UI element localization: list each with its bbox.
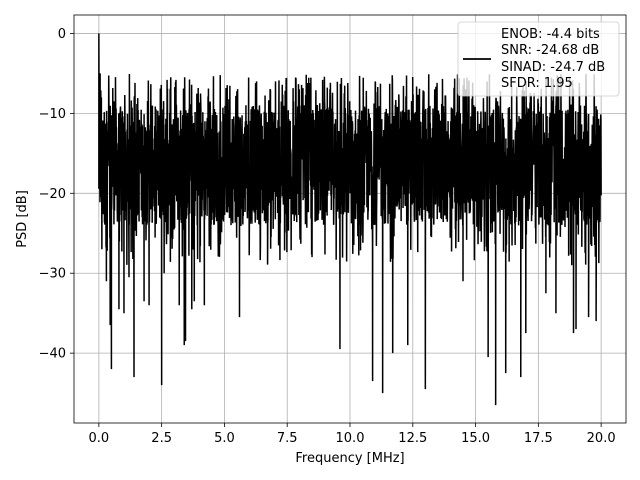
psd-series-line bbox=[98, 33, 602, 406]
y-tick-label: −40 bbox=[39, 347, 66, 362]
y-tick-label: −30 bbox=[39, 267, 66, 282]
y-tick-label: 0 bbox=[58, 27, 66, 42]
y-tick-label: −20 bbox=[39, 187, 66, 202]
x-tick-label: 20.0 bbox=[587, 431, 616, 446]
x-tick-label: 15.0 bbox=[461, 431, 490, 446]
legend-text-sinad: SINAD: -24.7 dB bbox=[501, 60, 605, 75]
y-axis-label: PSD [dB] bbox=[15, 190, 30, 248]
legend-box bbox=[457, 21, 620, 97]
legend: ENOB: -4.4 bits SNR: -24.68 dB SINAD: -2… bbox=[457, 21, 620, 97]
x-tick-label: 10.0 bbox=[336, 431, 365, 446]
ticks-layer: 0.0 2.5 5.0 7.5 10.0 12.5 15.0 17.5 20.0 0 −10 −20 −… bbox=[39, 27, 616, 446]
x-tick-label: 0.0 bbox=[89, 431, 110, 446]
legend-text-snr: SNR: -24.68 dB bbox=[501, 43, 599, 58]
x-tick-label: 17.5 bbox=[524, 431, 553, 446]
data-layer bbox=[98, 33, 602, 406]
legend-text-enob: ENOB: -4.4 bits bbox=[501, 27, 600, 42]
y-tick-label: −10 bbox=[39, 107, 66, 122]
x-tick-label: 12.5 bbox=[398, 431, 427, 446]
x-tick-label: 7.5 bbox=[277, 431, 298, 446]
x-axis-label: Frequency [MHz] bbox=[295, 451, 404, 466]
legend-text-sfdr: SFDR: 1.95 bbox=[501, 76, 573, 91]
x-tick-label: 5.0 bbox=[214, 431, 235, 446]
x-tick-label: 2.5 bbox=[151, 431, 172, 446]
